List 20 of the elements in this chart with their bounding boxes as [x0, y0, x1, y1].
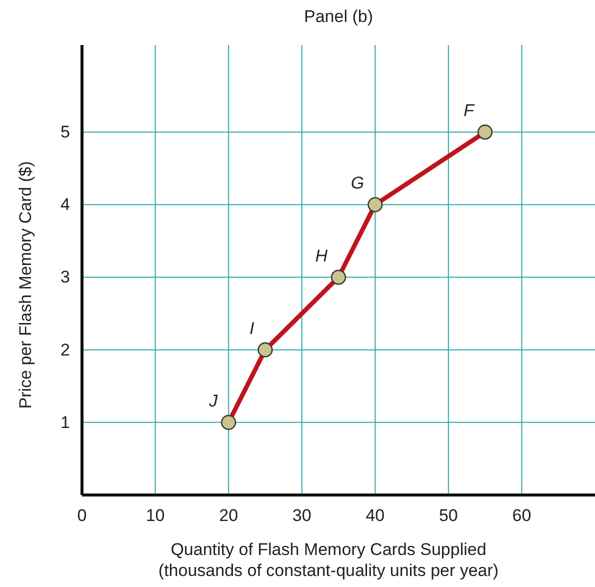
annotation: I	[249, 318, 254, 338]
annotation: F	[464, 101, 476, 120]
x-tick-label: 60	[512, 506, 532, 526]
y-tick-label: 1	[60, 412, 70, 432]
x-tick-label: 10	[146, 506, 165, 526]
y-tick-label: 3	[60, 268, 70, 287]
x-tick-label: 20	[219, 506, 238, 526]
annotation: G	[350, 174, 364, 193]
x-tick-label: 30	[292, 506, 312, 526]
x-tick-label: 0	[77, 506, 87, 526]
y-tick-label: 5	[60, 122, 70, 142]
chart-title: Panel (b)	[304, 7, 373, 26]
annotation: J	[208, 391, 218, 410]
annotation: H	[315, 246, 328, 266]
x-tick-label: 40	[366, 506, 385, 526]
x-tick-label: 50	[438, 506, 458, 526]
y-tick-label: 2	[60, 340, 70, 360]
y-axis-title: Price per Flash Memory Card ($)	[16, 161, 35, 409]
x-axis-title: Quantity of Flash Memory Cards Supplied (thousands of constant-quality units per year)	[158, 540, 499, 580]
y-tick-label: 4	[60, 195, 70, 214]
